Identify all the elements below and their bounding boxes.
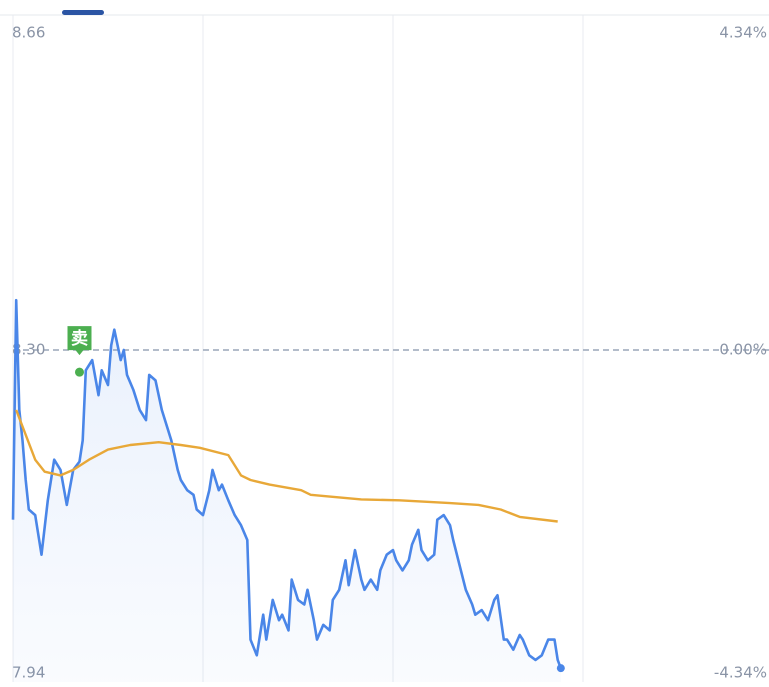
price-area xyxy=(13,300,561,682)
trade-flag xyxy=(67,326,92,356)
tab-indicator[interactable] xyxy=(62,10,104,15)
y-tick-label: 8.30 xyxy=(12,341,45,359)
price-line xyxy=(11,298,563,669)
last-point xyxy=(556,664,565,673)
average-line xyxy=(15,409,558,523)
trade-label: 卖 xyxy=(71,328,88,349)
y2-tick-label: 4.34% xyxy=(719,24,767,42)
trade-point xyxy=(75,367,84,377)
y2-tick-label: -4.34% xyxy=(714,664,767,682)
y2-tick-label: 0.00% xyxy=(719,341,767,359)
y-tick-label: 8.66 xyxy=(12,24,45,42)
